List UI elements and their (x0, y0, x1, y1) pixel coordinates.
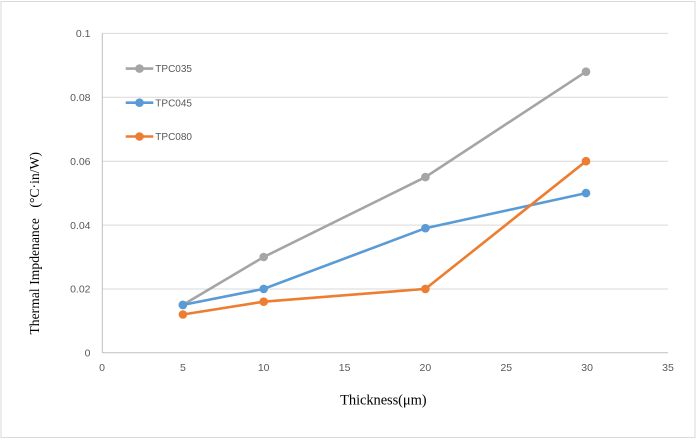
svg-text:0: 0 (85, 348, 91, 360)
svg-text:Thermal Impdenance (°C·in/W): Thermal Impdenance (°C·in/W) (27, 152, 42, 334)
svg-text:TPC045: TPC045 (155, 98, 192, 109)
svg-text:0.08: 0.08 (70, 92, 91, 104)
svg-text:5: 5 (180, 362, 186, 374)
svg-text:0.06: 0.06 (70, 156, 91, 168)
svg-text:TPC080: TPC080 (155, 132, 192, 143)
svg-text:0: 0 (99, 362, 105, 374)
svg-text:20: 20 (420, 362, 432, 374)
svg-text:0.1: 0.1 (76, 28, 91, 40)
svg-text:25: 25 (500, 362, 512, 374)
svg-text:Thickness(μm): Thickness(μm) (340, 392, 427, 408)
svg-text:0.02: 0.02 (70, 284, 91, 296)
svg-text:10: 10 (258, 362, 270, 374)
svg-text:30: 30 (581, 362, 593, 374)
svg-text:35: 35 (662, 362, 674, 374)
svg-text:15: 15 (339, 362, 351, 374)
svg-text:TPC035: TPC035 (155, 64, 192, 75)
svg-text:0.04: 0.04 (70, 220, 91, 232)
